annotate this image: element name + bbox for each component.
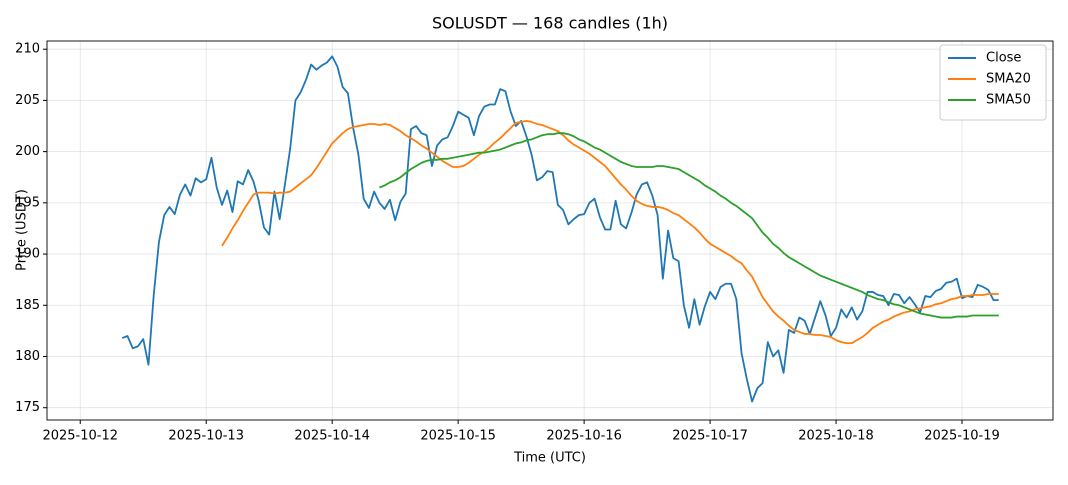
y-tick-label: 200 xyxy=(15,144,40,159)
y-tick-label: 175 xyxy=(15,400,40,415)
y-tick-label: 180 xyxy=(15,349,40,364)
axes-frame xyxy=(46,40,1054,421)
y-tick-label: 210 xyxy=(15,42,40,57)
y-tick-label: 190 xyxy=(15,247,40,262)
x-axis-label: Time (UTC) xyxy=(513,451,586,466)
legend-label: Close xyxy=(986,51,1021,66)
x-tick-label: 2025-10-17 xyxy=(672,429,748,444)
y-tick-label: 205 xyxy=(15,93,40,108)
series-line xyxy=(121,55,999,403)
x-tick-label: 2025-10-13 xyxy=(168,429,244,444)
y-axis-label: Price (USDT) xyxy=(15,189,30,271)
x-tick-label: 2025-10-15 xyxy=(420,429,496,444)
y-tick-label: 185 xyxy=(15,298,40,313)
chart-title: SOLUSDT — 168 candles (1h) xyxy=(432,14,668,33)
legend-label: SMA50 xyxy=(986,93,1031,108)
x-tick-label: 2025-10-18 xyxy=(798,429,874,444)
x-tick-label: 2025-10-16 xyxy=(546,429,622,444)
x-tick-label: 2025-10-12 xyxy=(42,429,118,444)
y-tick-label: 195 xyxy=(15,195,40,210)
x-tick-label: 2025-10-19 xyxy=(924,429,1000,444)
legend-box xyxy=(939,44,1047,121)
x-tick-label: 2025-10-14 xyxy=(294,429,370,444)
legend-label: SMA20 xyxy=(986,72,1031,87)
series-line xyxy=(221,120,999,345)
series-line xyxy=(379,132,999,319)
